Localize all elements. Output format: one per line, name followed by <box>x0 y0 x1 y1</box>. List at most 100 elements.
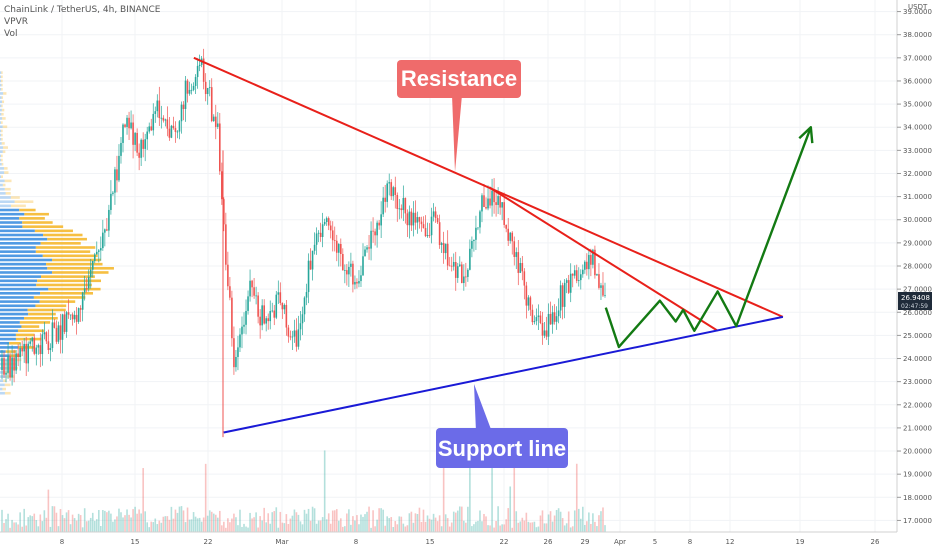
price-tick-label: 32.0000 <box>903 170 932 178</box>
volume-bar <box>537 526 540 532</box>
resistance-callout-pointer <box>452 95 462 172</box>
candle-body <box>428 235 431 236</box>
candle-body <box>549 313 552 325</box>
volume-bar <box>273 511 276 532</box>
candle-body <box>17 353 19 358</box>
volume-bar <box>507 508 509 532</box>
volume-bar <box>156 524 159 532</box>
candle-body <box>315 233 318 245</box>
volume-bar <box>590 523 592 532</box>
volume-profile-bar-sell <box>47 267 114 270</box>
volume-bar <box>325 519 328 532</box>
volume-profile-bar-buy <box>0 142 2 145</box>
volume-profile-bar-buy <box>0 87 2 91</box>
volume-profile <box>0 71 114 395</box>
volume-bar <box>315 523 318 532</box>
time-axis[interactable]: 8 15 22 Mar 8 15 22 26 29 Apr 5 8 12 19 26 <box>60 538 880 546</box>
candle-body <box>342 253 344 271</box>
volume-profile-bar-buy <box>0 308 28 312</box>
candle-body <box>424 228 427 237</box>
candle-body <box>45 332 48 342</box>
resistance-trendline <box>193 56 784 318</box>
candle-body <box>229 286 231 298</box>
candle-body <box>489 198 491 206</box>
price-axis[interactable]: 17.0000 18.0000 19.0000 20.0000 21.0000 22.00… <box>897 8 932 525</box>
projection-path <box>604 126 814 349</box>
volume-bar <box>255 512 257 532</box>
volume-bar <box>384 525 386 532</box>
volume-profile-bar-buy <box>0 187 5 191</box>
volume-profile-bar-buy <box>0 108 2 112</box>
volume-profile-bar-buy <box>0 283 37 287</box>
candle-body <box>138 152 140 158</box>
volume-bar <box>432 513 435 532</box>
candle-body <box>384 197 386 202</box>
candle-body <box>590 254 592 265</box>
volume-bar <box>458 506 461 532</box>
time-tick-label: 26 <box>871 538 880 546</box>
volume-bar <box>212 513 215 532</box>
volume-profile-bar-buy <box>0 225 23 228</box>
volume-bar <box>535 527 538 532</box>
volume-bar <box>360 514 362 532</box>
volume-bar <box>592 513 594 532</box>
candle-body <box>461 264 463 284</box>
volume-profile-bar-buy <box>0 121 1 124</box>
candle-body <box>521 263 524 272</box>
candle-body <box>335 240 338 253</box>
candle-body <box>269 311 272 322</box>
volume-bar <box>525 512 528 532</box>
candle-body <box>422 224 425 229</box>
volume-bar <box>237 525 239 532</box>
volume-profile-bar-buy <box>0 242 41 245</box>
volume-bar <box>483 513 485 532</box>
candle-body <box>285 304 288 328</box>
volume-bars <box>1 441 606 532</box>
volume-bar <box>162 516 165 532</box>
candle-body <box>43 332 46 335</box>
candle-body <box>1 358 3 371</box>
price-tick-label: 25.0000 <box>903 332 932 340</box>
candle-body <box>596 274 598 276</box>
candle-body <box>239 334 241 348</box>
time-tick-label: 8 <box>688 538 692 546</box>
candle-body <box>293 330 296 337</box>
volume-profile-bar-buy <box>0 129 2 133</box>
volume-bar <box>138 509 140 532</box>
candle-body <box>565 280 568 283</box>
time-tick-label: 22 <box>500 538 509 546</box>
candle-body <box>321 224 324 238</box>
candle-body <box>273 310 276 318</box>
time-tick-label: 15 <box>426 538 435 546</box>
candle-body <box>469 248 471 270</box>
volume-bar <box>41 521 44 532</box>
candle-body <box>378 222 380 226</box>
volume-bar <box>241 526 243 532</box>
volume-bar <box>329 523 332 532</box>
candle-body <box>122 124 124 143</box>
candle-body <box>202 58 205 82</box>
volume-bar <box>281 522 284 532</box>
current-price: 26.9408 <box>901 294 930 302</box>
volume-bar <box>31 516 34 532</box>
volume-profile-bar-buy <box>0 287 49 291</box>
volume-bar <box>259 516 261 532</box>
volume-profile-bar-sell <box>39 300 76 303</box>
candle-body <box>561 285 564 307</box>
candle-body <box>216 123 219 127</box>
candle-body <box>71 314 74 320</box>
volume-bar <box>89 517 92 532</box>
volume-profile-bar-buy <box>0 246 36 249</box>
volume-bar <box>511 527 514 532</box>
candle-body <box>467 269 469 277</box>
indicator-vol: Vol <box>4 29 17 39</box>
candle-body <box>582 269 584 275</box>
volume-bar <box>436 521 439 532</box>
volume-profile-bar-buy <box>0 125 3 129</box>
candle-body <box>440 243 443 245</box>
candle-body <box>485 206 487 209</box>
volume-bar <box>122 517 124 532</box>
volume-profile-bar-buy <box>0 279 38 283</box>
volume-bar <box>118 508 120 532</box>
